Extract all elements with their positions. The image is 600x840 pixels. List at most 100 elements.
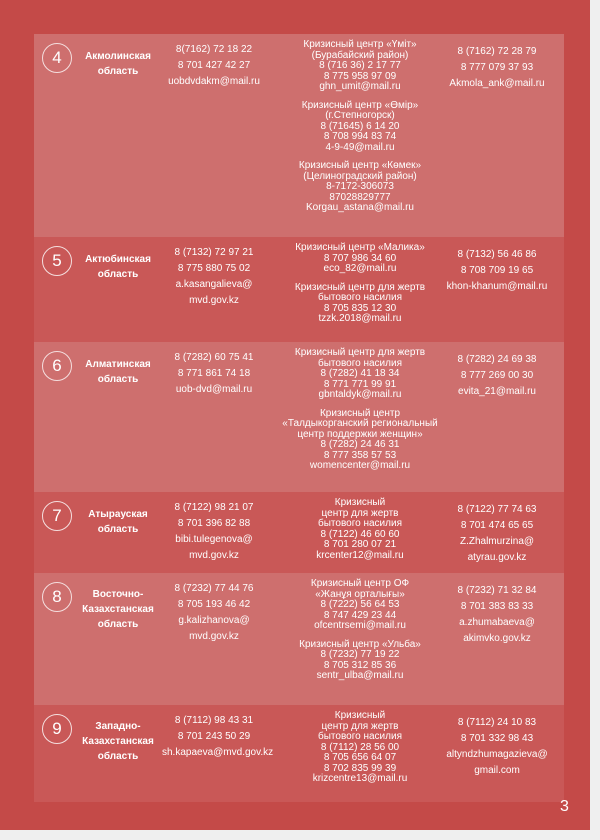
text-line[interactable]: khon-khanum@mail.ru (446, 281, 548, 292)
akimat-contacts: 8 (7122) 77 74 63 8 701 474 65 65 Z.Zhalmu… (438, 502, 556, 566)
text-line: 8 (7122) 98 21 07 (174, 502, 254, 513)
text-line: 8 701 474 65 65 (460, 520, 534, 531)
text-line: 8 (7282) 41 18 34 (320, 368, 400, 379)
text-line: 8 777 358 57 53 (323, 449, 397, 461)
text-line[interactable]: womencenter@mail.ru (309, 460, 411, 471)
text-line: 8 701 396 82 88 (177, 518, 251, 529)
text-line: бытового насилия (318, 518, 402, 529)
text-line: Кризисный центр «Ульба» (299, 638, 421, 650)
text-line[interactable]: g.kalizhanova@ (178, 615, 250, 626)
police-contacts: 8 (7122) 98 21 07 8 701 396 82 88 bibi.tul… (162, 500, 266, 564)
text-line[interactable]: ofcentrsemi@mail.ru (314, 620, 406, 631)
text-line: Кризисный центр ОФ (310, 578, 410, 589)
row-number-badge: 6 (42, 351, 72, 381)
text-line: Кризисный (334, 710, 386, 721)
text-line[interactable]: ghn_umit@mail.ru (319, 81, 401, 92)
text-line[interactable]: sentr_ulba@mail.ru (316, 670, 404, 681)
text-line[interactable]: eco_82@mail.ru (323, 263, 397, 274)
text-line: akimvko.gov.kz (463, 633, 531, 644)
text-line: «Жанұя орталығы» (315, 588, 405, 600)
crisis-center: Кризисный центр «Ульба» 8 (7232) 77 19 22… (270, 638, 450, 682)
police-contacts: 8 (7132) 72 97 21 8 775 880 75 02 a.kasang… (162, 245, 266, 309)
text-line[interactable]: bibi.tulegenova@ (175, 534, 253, 545)
text-line: 8 705 193 46 42 (177, 599, 251, 610)
text-line: (Целиноградский район) (303, 170, 417, 182)
table-row: 7 Атырауская область 8 (7122) 98 21 07 8 701… (34, 492, 564, 573)
text-line: 8 (7232) 77 19 22 (320, 649, 400, 660)
text-line[interactable]: krizcentre13@mail.ru (312, 773, 408, 784)
text-line: 8 (7232) 77 44 76 (174, 583, 254, 594)
table-row: 9 Западно- Казахстанская область 8 (7112) 98… (34, 705, 564, 802)
text-line[interactable]: a.zhumabaeva@ (459, 617, 535, 628)
text-line: Кризисный центр для жертв (294, 281, 426, 293)
text-line: Западно- (95, 721, 141, 732)
contacts-table: 4 Акмолинская область 8(7162) 72 18 22 8 701… (34, 34, 564, 802)
text-line[interactable]: uobdvdakm@mail.ru (168, 76, 260, 87)
text-line[interactable]: uob-dvd@mail.ru (175, 384, 253, 395)
crisis-centers: Кризисный центр для жертв бытового насили… (270, 347, 450, 480)
text-line: бытового насилия (318, 731, 402, 742)
text-line[interactable]: krcenter12@mail.ru (316, 549, 404, 561)
text-line: 8-7172-306073 (326, 181, 394, 192)
text-line[interactable]: gbntaldyk@mail.ru (318, 389, 402, 400)
table-row: 4 Акмолинская область 8(7162) 72 18 22 8 701… (34, 34, 564, 237)
text-line: 8 771 771 99 91 (323, 378, 397, 390)
text-line[interactable]: 4-9-49@mail.ru (325, 141, 395, 153)
police-contacts: 8(7162) 72 18 22 8 701 427 42 27 uobdvdakm… (162, 42, 266, 90)
row-number-badge: 7 (42, 501, 72, 531)
text-line: Актюбинская (85, 254, 151, 265)
text-line: область (97, 269, 139, 280)
text-line: бытового насилия (318, 292, 402, 303)
text-line: Казахстанская (82, 604, 154, 615)
table-row: 8 Восточно- Казахстанская область 8 (7232) 7… (34, 573, 564, 705)
region-name: Алматинская область (74, 357, 162, 387)
text-line[interactable]: Z.Zhalmurzina@ (459, 536, 535, 547)
text-line[interactable]: tzzk.2018@mail.ru (318, 313, 402, 324)
text-line: область (97, 751, 139, 762)
text-line: 8 (7132) 72 97 21 (174, 247, 254, 258)
text-line[interactable]: Korgau_astana@mail.ru (306, 202, 414, 213)
police-contacts: 8 (7282) 60 75 41 8 771 861 74 18 uob-dvd@… (162, 350, 266, 398)
text-line: 8 (7232) 71 32 84 (457, 585, 537, 596)
text-line: 8 (716 36) 2 17 77 (319, 60, 401, 71)
akimat-contacts: 8 (7112) 24 10 83 8 701 332 98 43 altyndzh… (438, 715, 556, 779)
text-line: 8 771 861 74 18 (177, 368, 251, 379)
text-line: 8 (7112) 98 43 31 (174, 715, 254, 726)
text-line[interactable]: sh.kapaeva@mvd.gov.kz (162, 747, 274, 758)
text-line: (г.Степногорск) (325, 110, 395, 121)
text-line: Кризисный центр (319, 407, 401, 419)
text-line: gmail.com (474, 765, 520, 776)
text-line: Алматинская (85, 359, 151, 370)
text-line: 8 708 994 83 74 (323, 131, 397, 142)
crisis-center: Кризисный центр «Талдыкорганский регионал… (270, 407, 450, 472)
text-line: область (97, 524, 139, 535)
police-contacts: 8 (7112) 98 43 31 8 701 243 50 29 sh.kapae… (162, 713, 274, 761)
text-line: область (97, 374, 139, 385)
page-number: 3 (560, 798, 569, 815)
text-line: 8 (7282) 60 75 41 (174, 352, 254, 363)
text-line[interactable]: evita_21@mail.ru (458, 386, 536, 397)
crisis-centers: Кризисный центр «Малика» 8 707 986 34 60 e… (270, 242, 450, 333)
text-line: центр для жертв (321, 507, 399, 519)
text-line: «Талдыкорганский региональный (282, 418, 438, 429)
text-line: 8 (7132) 56 46 86 (457, 249, 537, 260)
text-line: 8 (7112) 24 10 83 (457, 717, 537, 728)
text-line[interactable]: altyndzhumagazieva@ (446, 749, 548, 760)
text-line: 8(7162) 72 18 22 (175, 44, 253, 55)
crisis-centers: Кризисный центр для жертв бытового насилия… (270, 710, 450, 793)
crisis-center: Кризисный центр «Көмек» (Целиноградский р… (270, 160, 450, 214)
text-line[interactable]: a.kasangalieva@ (175, 279, 253, 290)
text-line: Кризисный центр «Көмек» (298, 160, 422, 171)
text-line: 8 (7122) 77 74 63 (457, 504, 537, 515)
text-line: Восточно- (92, 589, 144, 600)
text-line: область (97, 619, 139, 630)
text-line: 8 (7282) 24 69 38 (457, 354, 537, 365)
crisis-center: Кризисный центр для жертв бытового насилия… (270, 710, 450, 785)
region-name: Актюбинская область (74, 252, 162, 282)
text-line: 8 777 269 00 30 (460, 370, 534, 381)
text-line: 8 (7222) 56 64 53 (320, 599, 400, 610)
text-line: 8 701 280 07 21 (323, 539, 397, 550)
text-line[interactable]: Akmola_ank@mail.ru (449, 78, 545, 89)
text-line: 87028829777 (329, 191, 391, 203)
crisis-center: Кризисный центр «Малика» 8 707 986 34 60 e… (270, 242, 450, 275)
